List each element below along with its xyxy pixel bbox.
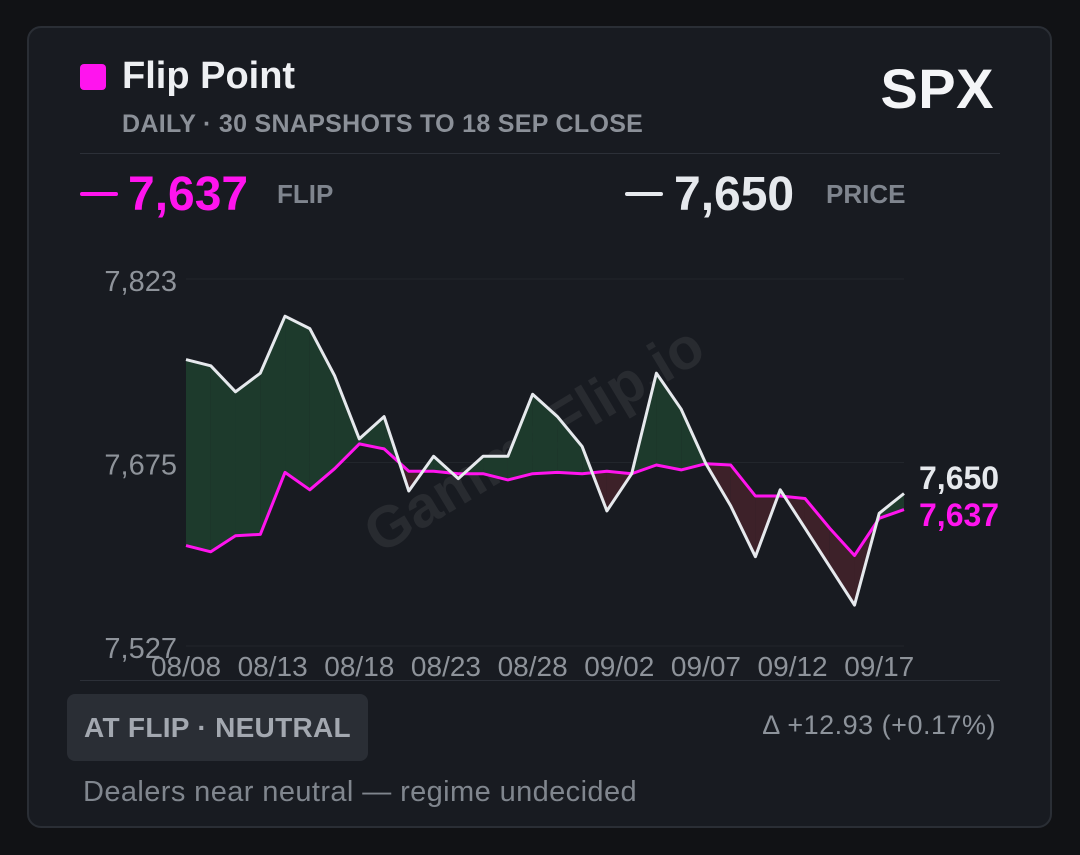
- fill-above-segment: [309, 328, 335, 490]
- fill-below-segment: [804, 498, 830, 567]
- price-end-label: 7,650: [919, 460, 999, 496]
- x-tick-label: 09/12: [758, 651, 828, 682]
- x-tick-label: 08/13: [238, 651, 308, 682]
- x-tick-label: 09/02: [584, 651, 654, 682]
- header-divider: [80, 153, 1000, 154]
- fill-above-segment: [235, 373, 261, 536]
- flip-series-marker-icon: [80, 64, 106, 90]
- price-legend-dash-icon: [625, 192, 663, 196]
- x-tick-label: 09/17: [844, 651, 914, 682]
- fill-above-segment: [285, 316, 310, 490]
- x-tick-label: 08/28: [498, 651, 568, 682]
- flip-end-label: 7,637: [919, 497, 999, 533]
- regime-badge: AT FLIP · NEUTRAL: [67, 694, 368, 761]
- x-tick-label: 08/18: [324, 651, 394, 682]
- fill-above-segment: [210, 365, 236, 552]
- flip-legend-dash-icon: [80, 192, 118, 196]
- flip-point-card: Flip Point SPX DAILY · 30 SNAPSHOTS TO 1…: [27, 26, 1052, 828]
- flip-value: 7,637: [128, 168, 249, 221]
- x-tick-label: 09/07: [671, 651, 741, 682]
- card-subtitle: DAILY · 30 SNAPSHOTS TO 18 SEP CLOSE: [122, 110, 644, 138]
- regime-note: Dealers near neutral — regime undecided: [83, 776, 638, 808]
- y-tick-label: 7,527: [104, 633, 177, 665]
- price-label: PRICE: [826, 179, 906, 209]
- y-tick-label: 7,675: [104, 450, 177, 482]
- ticker-symbol: SPX: [880, 57, 994, 120]
- x-tick-label: 08/23: [411, 651, 481, 682]
- fill-above-segment: [260, 316, 286, 535]
- fill-below-segment: [829, 528, 855, 606]
- price-series-line: [185, 314, 905, 607]
- flip-label: FLIP: [277, 179, 334, 209]
- fill-above-segment: [507, 394, 533, 480]
- fill-above-segment: [186, 359, 211, 552]
- fill-above-segment: [557, 416, 583, 474]
- flip-price-chart: GammaFlip.io7,8237,6757,52708/0808/1308/…: [104, 266, 999, 682]
- fill-above-segment: [359, 416, 385, 449]
- fill-above-segment: [334, 375, 360, 469]
- card-title: Flip Point: [122, 55, 296, 97]
- price-value: 7,650: [674, 168, 795, 221]
- delta-readout: Δ +12.93 (+0.17%): [762, 710, 996, 740]
- y-tick-label: 7,823: [104, 266, 177, 298]
- x-tick-label: 08/08: [151, 651, 221, 682]
- footer-divider: [80, 680, 1000, 681]
- fill-above-segment: [656, 373, 682, 470]
- fill-below-segment: [730, 464, 756, 557]
- fill-above-segment: [532, 394, 558, 474]
